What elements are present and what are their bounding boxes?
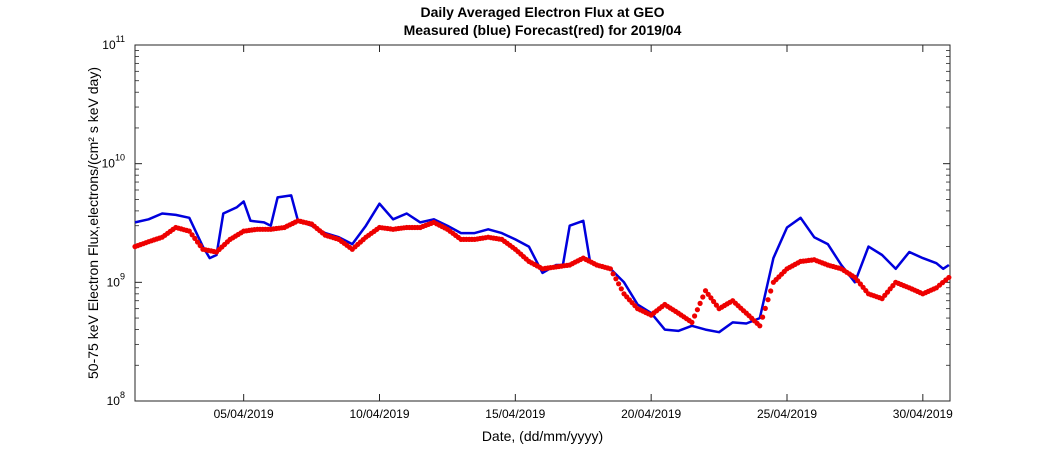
forecast-marker — [762, 305, 768, 311]
y-tick-label: 109 — [107, 271, 125, 289]
forecast-marker — [607, 266, 614, 272]
forecast-marker — [946, 274, 952, 281]
y-axis-label: 50-75 keV Electron Flux,electrons/(cm² s… — [85, 66, 101, 380]
forecast-marker — [692, 313, 698, 319]
x-axis-label: Date, (dd/mm/yyyy) — [481, 428, 604, 444]
y-tick-exponent: 10 — [115, 153, 125, 163]
forecast-marker — [197, 243, 203, 249]
y-tick-base: 10 — [107, 394, 121, 408]
series-line-measured — [134, 194, 950, 334]
x-tick-label: 10/04/2019 — [349, 407, 409, 421]
chart-subtitle: Measured (blue) Forecast(red) for 2019/0… — [403, 22, 682, 38]
forecast-marker — [186, 228, 192, 234]
forecast-marker — [618, 286, 624, 292]
forecast-marker — [189, 232, 195, 238]
y-tick-exponent: 8 — [120, 390, 125, 400]
y-tick-label: 1010 — [102, 153, 125, 171]
forecast-marker — [192, 235, 198, 241]
x-tick-label: 05/04/2019 — [214, 407, 274, 421]
y-tick-label: 1011 — [102, 34, 125, 52]
forecast-marker — [705, 291, 711, 297]
y-tick-exponent: 9 — [120, 271, 125, 281]
forecast-marker — [689, 319, 695, 325]
forecast-marker — [711, 298, 717, 305]
x-tick-label: 25/04/2019 — [757, 407, 817, 421]
y-tick-exponent: 11 — [116, 34, 125, 44]
x-tick-label: 15/04/2019 — [485, 407, 545, 421]
series-markers-forecast — [132, 218, 952, 329]
forecast-marker — [768, 288, 774, 294]
x-tick-label: 20/04/2019 — [621, 407, 681, 421]
forecast-marker — [702, 288, 709, 294]
forecast-marker — [616, 281, 622, 287]
forecast-marker — [610, 271, 616, 277]
y-tick-base: 10 — [102, 157, 116, 171]
chart-title: Daily Averaged Electron Flux at GEO — [420, 4, 665, 20]
x-tick-label: 30/04/2019 — [893, 407, 953, 421]
plot-area — [134, 44, 951, 402]
forecast-marker — [613, 276, 619, 282]
forecast-marker — [760, 314, 766, 320]
y-tick-label: 108 — [107, 390, 125, 408]
y-tick-base: 10 — [107, 275, 121, 289]
axis-ticks: 05/04/2019 10/04/2019 15/04/2019 20/04/2019… — [102, 34, 954, 421]
forecast-marker — [700, 294, 706, 300]
forecast-marker — [757, 323, 763, 329]
series-layer — [132, 194, 952, 334]
forecast-marker — [765, 297, 771, 303]
forecast-marker — [694, 307, 701, 313]
forecast-marker — [194, 239, 201, 245]
y-tick-base: 10 — [102, 38, 116, 52]
forecast-marker — [708, 295, 714, 301]
forecast-marker — [713, 302, 720, 308]
forecast-marker — [697, 300, 703, 306]
